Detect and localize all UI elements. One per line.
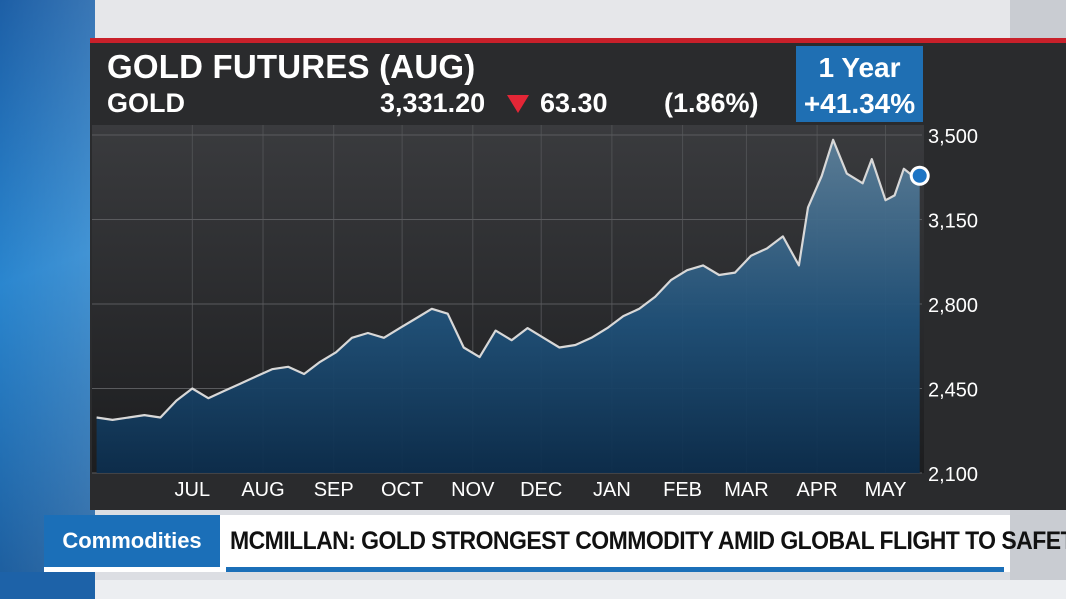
bottom-band bbox=[0, 580, 1066, 599]
category-tag: Commodities bbox=[44, 515, 220, 567]
x-tick-label: JUL bbox=[175, 479, 211, 501]
x-tick-label: JAN bbox=[593, 479, 631, 501]
x-tick-label: APR bbox=[797, 479, 838, 501]
x-tick-label: MAR bbox=[724, 479, 768, 501]
x-tick-label: FEB bbox=[663, 479, 702, 501]
chart-title: GOLD FUTURES (AUG) bbox=[107, 48, 476, 85]
bottom-left-blue bbox=[0, 572, 95, 599]
headline-text: MCMILLAN: GOLD STRONGEST COMMODITY AMID … bbox=[230, 527, 1066, 555]
net-change: 63.30 bbox=[540, 88, 608, 118]
x-tick-label: DEC bbox=[520, 479, 562, 501]
headline-underline bbox=[226, 567, 1004, 572]
category-underline bbox=[44, 567, 220, 572]
x-tick-label: NOV bbox=[451, 479, 495, 501]
background-top bbox=[95, 0, 1066, 38]
x-tick-label: OCT bbox=[381, 479, 423, 501]
x-tick-label: MAY bbox=[865, 479, 907, 501]
y-tick-label: 3,500 bbox=[928, 126, 978, 148]
background-left-fade bbox=[0, 0, 95, 599]
down-arrow-icon bbox=[507, 95, 529, 113]
last-price: 3,331.20 bbox=[380, 88, 486, 118]
period-label: 1 Year bbox=[818, 52, 901, 83]
y-tick-label: 3,150 bbox=[928, 211, 978, 233]
period-change: +41.34% bbox=[803, 88, 916, 119]
last-price-marker bbox=[912, 168, 927, 183]
category-label: Commodities bbox=[62, 528, 202, 553]
header-accent-rule bbox=[90, 38, 1066, 43]
y-tick-label: 2,800 bbox=[928, 295, 978, 317]
price-line bbox=[96, 138, 920, 421]
percent-change: (1.86%) bbox=[664, 88, 759, 118]
background-left-panel bbox=[0, 0, 95, 599]
y-tick-label: 2,100 bbox=[928, 464, 978, 486]
y-tick-label: 2,450 bbox=[928, 380, 978, 402]
ticker-symbol: GOLD bbox=[107, 88, 185, 118]
price-chart: 3,500 3,150 2,800 2,450 2,100 JUL AUG SEP OCT NO… bbox=[92, 125, 978, 501]
x-tick-label: SEP bbox=[314, 479, 354, 501]
period-box: 1 Year +41.34% bbox=[796, 46, 923, 122]
price-area bbox=[96, 139, 920, 474]
x-tick-label: AUG bbox=[241, 479, 284, 501]
